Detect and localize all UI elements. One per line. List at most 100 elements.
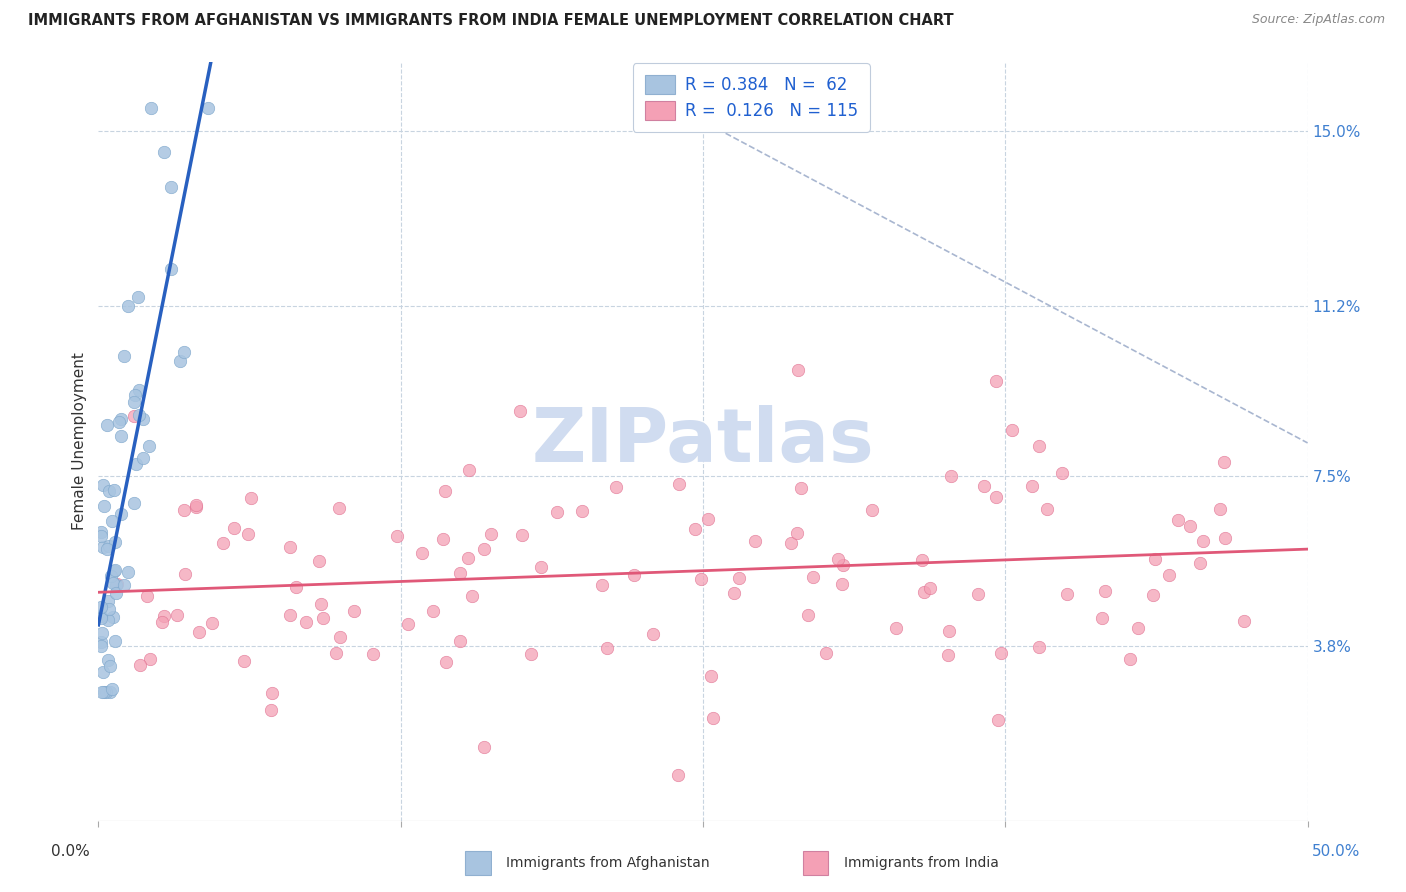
Point [169, 353, 191, 368]
Point [831, 558, 853, 572]
Point [815, 646, 838, 660]
Point [104, 534, 127, 549]
Point [363, 648, 385, 662]
Point [110, 412, 132, 426]
Point [312, 610, 335, 624]
Point [990, 647, 1012, 661]
Point [460, 589, 482, 603]
Point [571, 504, 593, 518]
Point [479, 526, 502, 541]
Text: Immigrants from India: Immigrants from India [844, 856, 998, 871]
Point [91, 625, 114, 640]
Point [780, 536, 803, 550]
Point [91, 665, 114, 679]
Point [236, 527, 259, 541]
Point [510, 528, 533, 542]
Point [1189, 556, 1212, 570]
Point [153, 608, 176, 623]
Point [696, 512, 718, 526]
Point [278, 607, 301, 622]
Point [103, 483, 125, 497]
Point [132, 412, 155, 426]
Point [159, 262, 181, 277]
Point [912, 585, 935, 599]
Point [112, 578, 135, 592]
Point [110, 508, 132, 522]
Point [128, 658, 150, 673]
Point [432, 533, 454, 547]
Point [1036, 502, 1059, 516]
Point [139, 652, 162, 666]
Point [744, 533, 766, 548]
Point [97, 540, 120, 554]
Point [197, 102, 219, 116]
Text: 50.0%: 50.0% [1312, 845, 1360, 859]
Point [90, 635, 112, 649]
Text: 0.0%: 0.0% [51, 845, 90, 859]
Point [787, 363, 810, 377]
Point [100, 569, 122, 583]
Point [90, 608, 112, 623]
Point [918, 581, 941, 595]
Point [325, 646, 347, 660]
Point [987, 713, 1010, 727]
Point [530, 560, 553, 574]
Point [683, 522, 706, 536]
Point [125, 457, 148, 471]
Point [138, 439, 160, 453]
Point [96, 542, 118, 557]
Point [90, 599, 112, 614]
Point [831, 577, 853, 591]
Point [329, 630, 352, 644]
Point [139, 102, 162, 116]
Point [434, 484, 457, 499]
Point [201, 615, 224, 630]
Point [224, 521, 246, 535]
Point [1094, 584, 1116, 599]
Point [911, 553, 934, 567]
Point [260, 702, 283, 716]
Point [1028, 439, 1050, 453]
Point [449, 634, 471, 648]
Point [98, 685, 121, 699]
Point [860, 503, 883, 517]
Point [187, 625, 209, 640]
Point [98, 484, 121, 499]
Point [1167, 513, 1189, 527]
Point [797, 608, 820, 623]
Point [91, 478, 114, 492]
Point [1233, 614, 1256, 628]
Point [723, 585, 745, 599]
Point [308, 554, 330, 568]
Point [702, 711, 724, 725]
Point [1056, 587, 1078, 601]
Point [152, 615, 174, 630]
Point [411, 546, 433, 560]
Point [122, 395, 145, 409]
Point [623, 567, 645, 582]
Y-axis label: Female Unemployment: Female Unemployment [72, 352, 87, 531]
Point [1209, 501, 1232, 516]
Point [108, 415, 131, 429]
Point [700, 669, 723, 683]
Point [90, 685, 112, 699]
Point [605, 480, 627, 494]
Point [984, 374, 1007, 388]
Point [127, 290, 149, 304]
Point [1191, 533, 1213, 548]
FancyBboxPatch shape [465, 851, 491, 876]
Point [509, 403, 531, 417]
Point [309, 597, 332, 611]
Point [152, 145, 174, 160]
Point [117, 565, 139, 579]
Point [104, 634, 127, 648]
Point [103, 610, 125, 624]
Point [112, 349, 135, 363]
Point [96, 685, 118, 699]
Point [690, 572, 713, 586]
Point [1142, 588, 1164, 602]
Point [520, 647, 543, 661]
Point [239, 491, 262, 505]
Point [90, 639, 112, 653]
Point [1052, 466, 1074, 480]
